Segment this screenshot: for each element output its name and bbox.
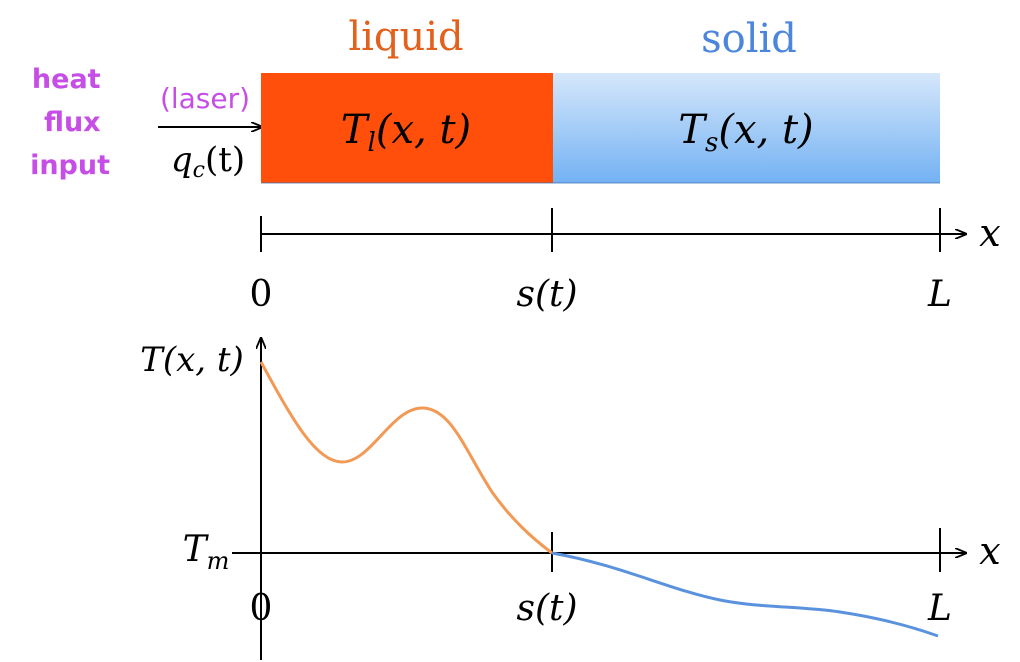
heat-label-line-2: flux	[44, 107, 101, 138]
top-axis-x-label: x	[979, 211, 1000, 255]
melting-temperature-label: Tm	[183, 529, 230, 575]
heat-label-line-1: heat	[32, 64, 101, 95]
laser-label: (laser)	[160, 82, 250, 115]
top-tick-label-0: 0	[250, 274, 273, 315]
top-tick-label-L: L	[927, 274, 952, 315]
liquid-temperature-curve	[259, 361, 553, 555]
temperature-axis-label: T(x, t)	[140, 340, 244, 380]
bottom-tick-label-L: L	[927, 588, 952, 629]
solid-temperature-curve	[551, 551, 939, 638]
solid-region	[553, 73, 940, 183]
flux-qc-label: qc(t)	[171, 140, 245, 183]
bottom-tick-label-s: s(t)	[516, 588, 577, 629]
top-tick-label-s: s(t)	[516, 274, 577, 315]
liquid-title: liquid	[348, 14, 463, 60]
solid-title: solid	[701, 16, 797, 62]
heat-input-label: heat flux input	[30, 64, 110, 181]
solid-temperature-label: Ts(x, t)	[678, 107, 813, 158]
liquid-temperature-label: Tl(x, t)	[341, 107, 471, 158]
bottom-tick-label-0: 0	[250, 588, 273, 629]
heat-label-line-3: input	[30, 150, 110, 181]
liquid-region	[261, 73, 553, 183]
bottom-axis-x-label: x	[979, 529, 1000, 573]
